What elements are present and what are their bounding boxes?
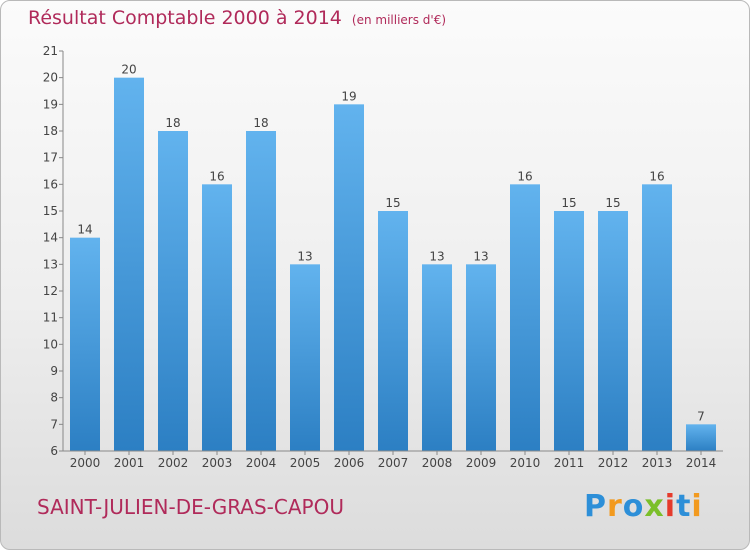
x-tick-label-2012: 2012 <box>598 456 629 470</box>
x-tick-label-2006: 2006 <box>334 456 365 470</box>
logo-letter: t <box>676 489 692 524</box>
x-tick-label-2003: 2003 <box>202 456 233 470</box>
y-tick-label: 19 <box>43 97 58 111</box>
x-tick-label-2000: 2000 <box>70 456 101 470</box>
x-tick-label-2007: 2007 <box>378 456 409 470</box>
data-label-2008: 13 <box>429 249 444 263</box>
x-tick-label-2014: 2014 <box>686 456 717 470</box>
data-label-2013: 16 <box>649 169 664 183</box>
data-label-2014: 7 <box>697 409 705 423</box>
y-tick-label: 7 <box>50 417 58 431</box>
proxiti-logo[interactable]: Proxiti <box>584 489 703 524</box>
data-label-2002: 18 <box>165 116 180 130</box>
chart-title: Résultat Comptable 2000 à 2014 (en millie… <box>28 7 446 29</box>
x-tick-label-2005: 2005 <box>290 456 321 470</box>
y-tick-label: 12 <box>43 284 58 298</box>
y-tick-label: 11 <box>43 311 58 325</box>
y-tick-label: 13 <box>43 257 58 271</box>
data-label-2003: 16 <box>209 169 224 183</box>
x-tick-label-2002: 2002 <box>158 456 189 470</box>
bar-2005[interactable] <box>290 264 320 451</box>
data-label-2004: 18 <box>253 116 268 130</box>
data-label-2005: 13 <box>297 249 312 263</box>
bar-2007[interactable] <box>378 211 408 451</box>
data-label-2001: 20 <box>121 63 136 77</box>
bar-2012[interactable] <box>598 211 628 451</box>
logo-letter: P <box>584 489 607 524</box>
bar-2004[interactable] <box>246 131 276 451</box>
bar-2000[interactable] <box>70 237 100 451</box>
data-label-2009: 13 <box>473 249 488 263</box>
bar-2009[interactable] <box>466 264 496 451</box>
x-axis: 2000 2001 2002 2003 2004 2005 2006 2007 2008 2009… <box>63 450 723 470</box>
y-axis: 6 7 8 9 10 11 12 13 14 15 16 17 18 19 20 21 <box>43 44 64 458</box>
x-tick-label-2013: 2013 <box>642 456 673 470</box>
logo-letter: r <box>607 489 623 524</box>
y-tick-label: 21 <box>43 44 58 58</box>
x-tick-label-2011: 2011 <box>554 456 585 470</box>
bar-2001[interactable] <box>114 77 144 452</box>
y-tick-label: 9 <box>50 364 58 378</box>
bar-2006[interactable] <box>334 104 364 451</box>
y-tick-label: 8 <box>50 391 58 405</box>
bars: 14 20 18 16 18 13 19 15 13 13 16 15 15 16 7 <box>70 63 716 452</box>
x-tick-label-2008: 2008 <box>422 456 453 470</box>
y-tick-label: 16 <box>43 177 58 191</box>
title-unit-note: (en milliers d'€) <box>351 13 447 27</box>
logo-letter: i <box>664 489 677 524</box>
bar-2002[interactable] <box>158 131 188 451</box>
bar-2013[interactable] <box>642 184 672 452</box>
bar-2014[interactable] <box>686 424 716 451</box>
commune-name: SAINT-JULIEN-DE-GRAS-CAPOU <box>37 495 344 519</box>
title-main: Résultat Comptable 2000 à 2014 <box>28 7 342 29</box>
data-label-2012: 15 <box>605 196 620 210</box>
bar-2010[interactable] <box>510 184 540 452</box>
data-label-2011: 15 <box>561 196 576 210</box>
y-tick-label: 14 <box>43 231 58 245</box>
data-label-2007: 15 <box>385 196 400 210</box>
x-tick-label-2004: 2004 <box>246 456 277 470</box>
x-tick-label-2010: 2010 <box>510 456 541 470</box>
bar-2011[interactable] <box>554 211 584 451</box>
logo-letter: o <box>622 489 645 524</box>
data-label-2000: 14 <box>77 223 92 237</box>
y-tick-label: 10 <box>43 337 58 351</box>
x-tick-label-2001: 2001 <box>114 456 145 470</box>
y-tick-label: 20 <box>43 71 58 85</box>
y-tick-label: 6 <box>50 444 58 458</box>
bar-2008[interactable] <box>422 264 452 451</box>
y-tick-label: 18 <box>43 124 58 138</box>
logo-letter: x <box>644 489 665 524</box>
logo-letter: i <box>691 489 703 524</box>
y-tick-label: 17 <box>43 151 58 165</box>
bar-2003[interactable] <box>202 184 232 452</box>
data-label-2010: 16 <box>517 169 532 183</box>
x-tick-label-2009: 2009 <box>466 456 497 470</box>
data-label-2006: 19 <box>341 89 356 103</box>
y-tick-label: 15 <box>43 204 58 218</box>
